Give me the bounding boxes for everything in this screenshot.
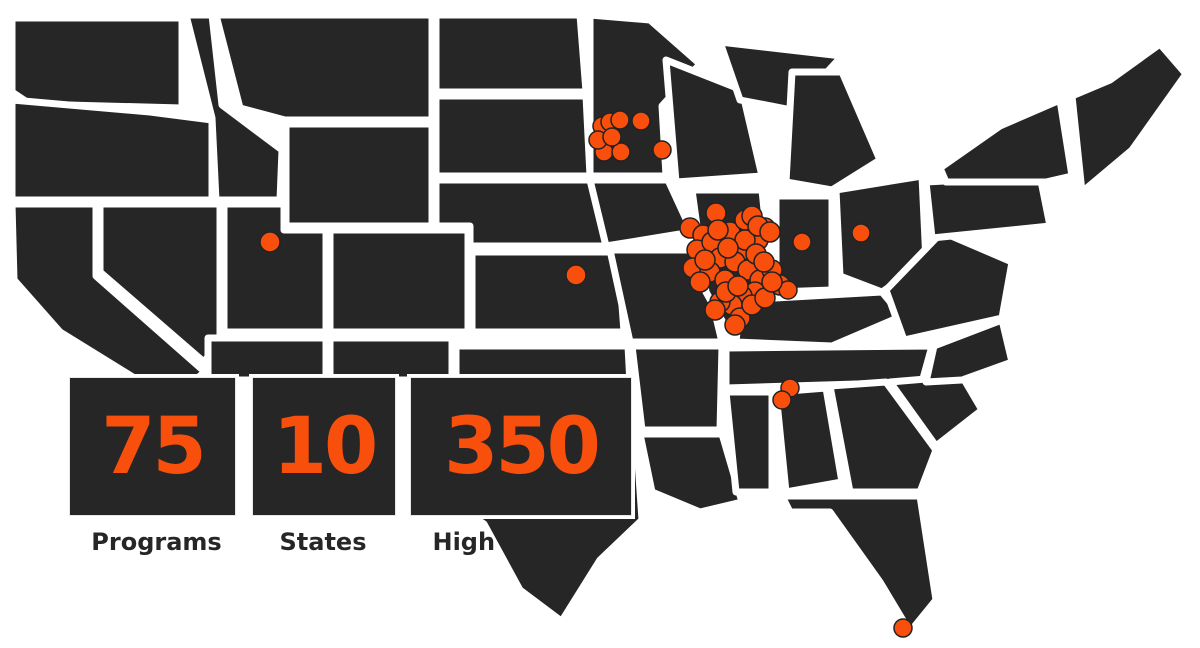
program-location-dot [851, 223, 871, 243]
program-location-dot [652, 140, 672, 160]
state-fl [778, 492, 940, 636]
program-location-dot [611, 142, 631, 162]
state-wa [8, 14, 186, 112]
program-location-dot [753, 251, 775, 273]
program-location-dot [893, 618, 913, 638]
program-location-dot [565, 264, 587, 286]
state-tx_gulf [516, 586, 564, 624]
program-location-dot [610, 110, 630, 130]
state-nm [326, 334, 456, 384]
program-location-dot [602, 127, 622, 147]
state-ny [936, 96, 1076, 186]
stat-states-box: 10 [252, 377, 396, 516]
state-ne_eng [1068, 40, 1190, 196]
program-location-dot [772, 390, 792, 410]
stat-states-label: States [279, 528, 367, 556]
state-co [326, 226, 472, 336]
program-location-dot [727, 275, 749, 297]
program-location-dot [759, 221, 781, 243]
stat-programs-box: 75 [69, 377, 236, 516]
state-mi [782, 68, 884, 194]
state-az [204, 334, 330, 384]
state-ut [220, 200, 330, 336]
state-ks [468, 248, 628, 336]
state-ga [826, 378, 940, 496]
stat-high-schools-label: High Schools [432, 528, 608, 556]
program-location-dot [707, 219, 729, 241]
stat-high-schools-value: 350 [444, 401, 601, 492]
state-id [182, 11, 286, 204]
state-wy [282, 120, 436, 230]
program-location-dot [689, 271, 711, 293]
state-nd [432, 11, 590, 96]
state-ar [628, 342, 726, 434]
program-location-dot [792, 232, 812, 252]
state-nc [922, 316, 1016, 386]
stat-high-schools-box: 350 [410, 377, 632, 516]
state-mt [212, 11, 436, 124]
stat-programs-value: 75 [101, 401, 207, 492]
program-location-dot [259, 231, 281, 253]
state-or [8, 96, 216, 204]
state-ms [722, 388, 776, 496]
program-location-dot [631, 111, 651, 131]
program-location-dot [704, 299, 726, 321]
program-location-dot [724, 314, 746, 336]
state-sd [432, 92, 594, 180]
stat-states-value: 10 [272, 401, 379, 492]
state-va [882, 228, 1016, 344]
program-location-dot [761, 271, 783, 293]
state-la [636, 430, 746, 516]
program-location-dot [694, 249, 716, 271]
state-ia [586, 176, 696, 250]
state-al [772, 384, 846, 496]
stat-programs-label: Programs [91, 528, 222, 556]
program-location-dot [717, 237, 739, 259]
